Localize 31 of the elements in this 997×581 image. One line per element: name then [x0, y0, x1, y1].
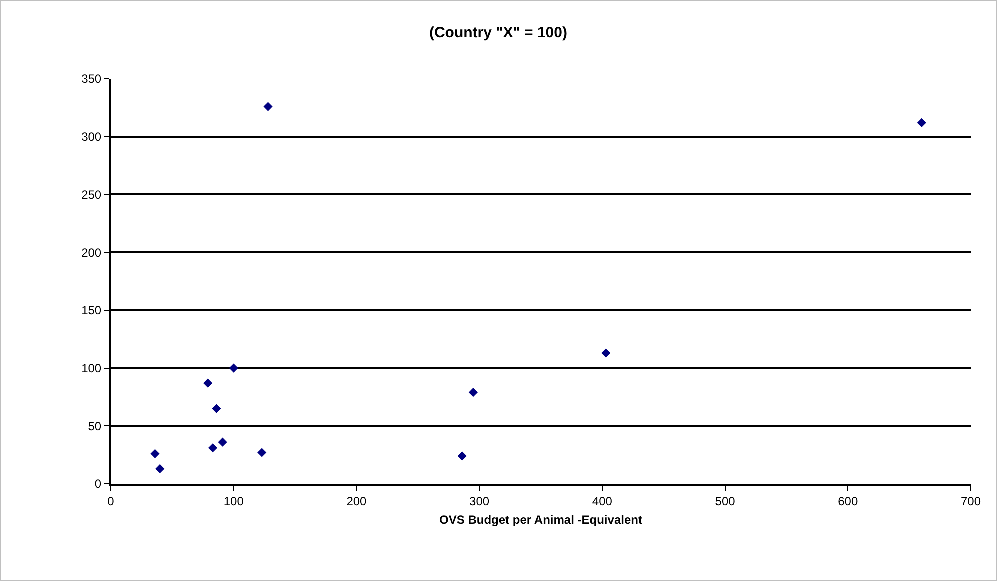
y-tick-label: 100	[82, 361, 102, 376]
chart-title: (Country "X" = 100)	[429, 24, 568, 42]
y-tick-label: 350	[82, 72, 102, 86]
point	[150, 449, 160, 458]
point	[258, 448, 267, 458]
x-tick-label: 0	[108, 494, 115, 508]
y-tick-label: 250	[82, 188, 102, 202]
y-tick-label: 0	[94, 477, 102, 492]
point	[229, 364, 238, 373]
point	[212, 404, 222, 414]
x-tick-label: 500	[715, 494, 736, 508]
y-tick-label: 150	[82, 304, 102, 318]
point	[264, 102, 273, 112]
y-tick-label: 50	[88, 419, 102, 434]
x-axis-title: OVS Budget per Animal -Equivalent	[440, 512, 642, 527]
y-tick-label: 300	[82, 130, 102, 144]
x-tick-label: 400	[592, 494, 613, 508]
x-tick-label: 700	[960, 494, 982, 508]
x-tick-label: 100	[224, 494, 244, 508]
x-tick-label: 200	[346, 494, 368, 508]
point	[602, 348, 611, 358]
point	[458, 452, 467, 461]
point	[218, 438, 228, 447]
point	[156, 464, 165, 474]
x-tick-label: 300	[470, 494, 490, 508]
y-tick-label: 200	[82, 246, 102, 260]
point	[468, 388, 478, 398]
x-tick-label: 600	[838, 494, 858, 508]
point	[917, 118, 926, 128]
point	[204, 378, 213, 388]
point	[208, 444, 218, 453]
